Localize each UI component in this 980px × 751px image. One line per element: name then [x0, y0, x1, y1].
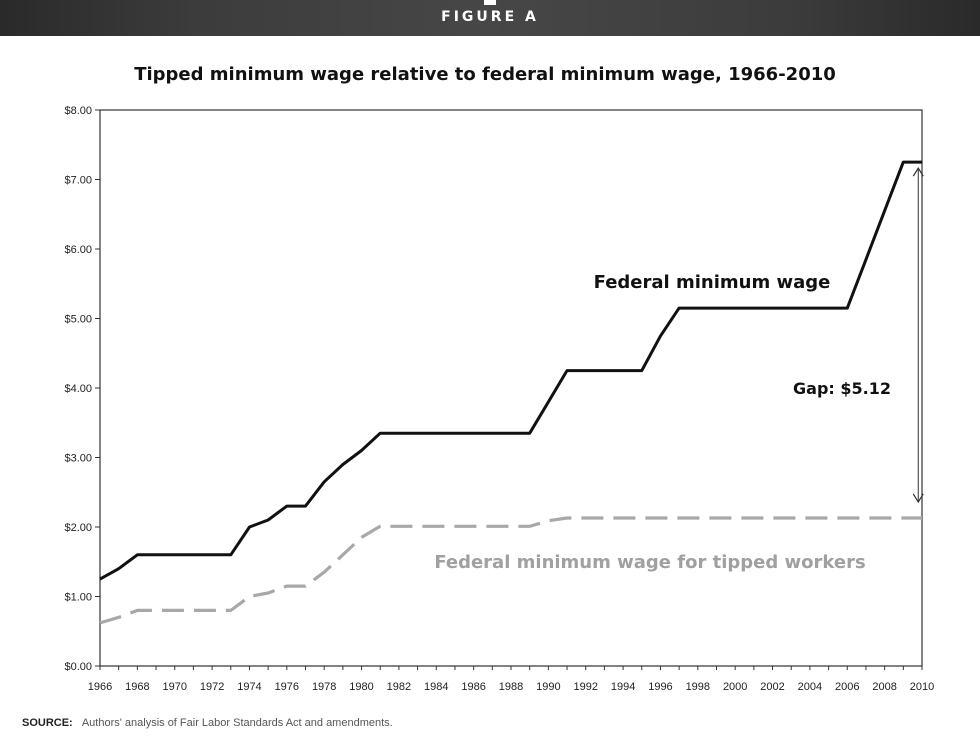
header-notch [484, 0, 496, 5]
x-tick-label: 1988 [499, 681, 523, 693]
x-tick-label: 1992 [573, 681, 597, 693]
x-tick-label: 1984 [424, 681, 448, 693]
y-tick-label: $3.00 [64, 453, 92, 465]
y-tick-label: $7.00 [64, 175, 92, 187]
x-tick-label: 1998 [686, 681, 710, 693]
x-tick-label: 1974 [237, 681, 261, 693]
gap-arrow-head-bottom [912, 493, 924, 504]
figure-label: FIGURE A [441, 9, 539, 25]
y-tick-label: $8.00 [64, 105, 92, 117]
x-tick-label: 1972 [200, 681, 224, 693]
x-tick-label: 2004 [798, 681, 822, 693]
tipped-minimum-wage-line [99, 516, 922, 625]
y-tick-label: $6.00 [64, 244, 92, 256]
y-tick-label: $0.00 [64, 661, 92, 673]
x-tick-label: 1986 [461, 681, 485, 693]
x-tick-label: 1994 [611, 681, 635, 693]
y-tick-label: $2.00 [64, 522, 92, 534]
tipped-series-label: Federal minimum wage for tipped workers [434, 552, 865, 573]
source-label: SOURCE: [22, 717, 73, 729]
x-tick-label: 1976 [275, 681, 299, 693]
x-tick-label: 2010 [910, 681, 934, 693]
y-tick-label: $5.00 [64, 314, 92, 326]
svg-text:SOURCE: Authors' analysis: SOURCE: Authors' analysis of Fair Labor … [22, 711, 393, 730]
x-tick-label: 1996 [648, 681, 672, 693]
federal-series-label: Federal minimum wage [594, 272, 831, 293]
x-tick-label: 2000 [723, 681, 747, 693]
x-tick-label: 2002 [760, 681, 784, 693]
x-tick-label: 1990 [536, 681, 560, 693]
x-tick-label: 1966 [88, 681, 112, 693]
gap-arrow-head-top [912, 166, 924, 177]
federal-minimum-wage-line [99, 160, 922, 581]
x-tick-label: 2008 [872, 681, 896, 693]
x-tick-label: 1968 [125, 681, 149, 693]
x-tick-label: 1982 [387, 681, 411, 693]
x-tick-label: 1970 [162, 681, 186, 693]
y-tick-label: $4.00 [64, 383, 92, 395]
x-tick-label: 2006 [835, 681, 859, 693]
figure-header-band: FIGURE A [0, 0, 980, 36]
x-tick-label: 1978 [312, 681, 336, 693]
y-tick-label: $1.00 [64, 592, 92, 604]
gap-annotation: Gap: $5.12 [793, 379, 891, 398]
chart-title: Tipped minimum wage relative to federal … [134, 64, 836, 85]
x-tick-label: 1980 [349, 681, 373, 693]
plot-area: $0.00 $1.00 $2.00 $3.00 $4.00 $5.00 $6.00 $7.00… [64, 105, 934, 693]
source-text: Authors' analysis of Fair Labor Standard… [82, 717, 393, 729]
